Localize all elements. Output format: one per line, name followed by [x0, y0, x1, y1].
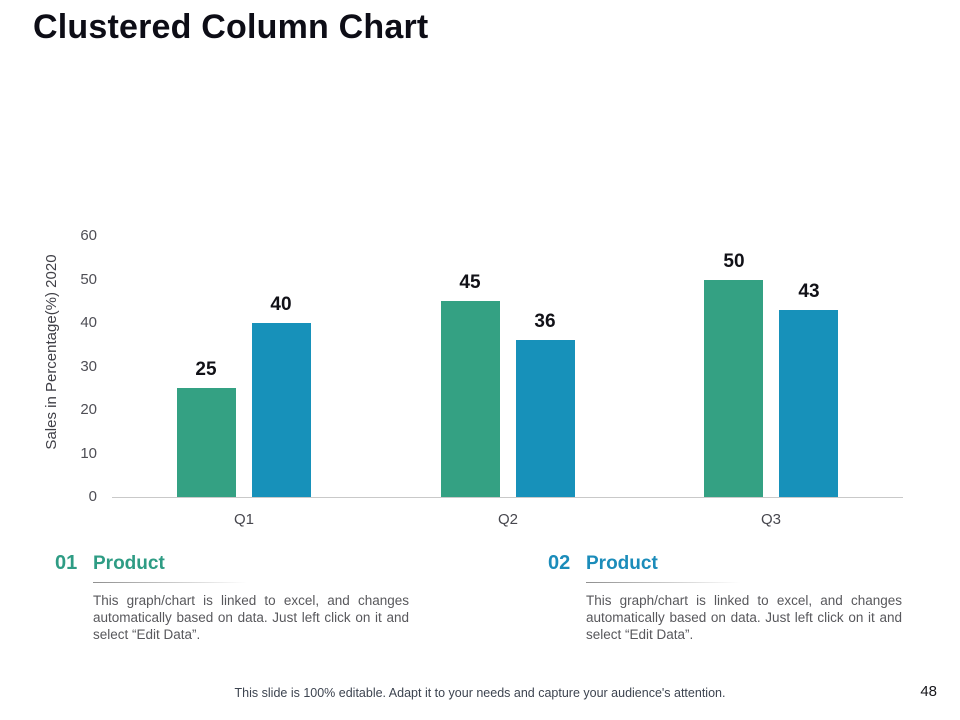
section-number: 01: [55, 552, 78, 574]
y-tick-label: 10: [80, 444, 97, 462]
bar-value-label: 25: [195, 359, 217, 380]
footer-note: This slide is 100% editable. Adapt it to…: [234, 686, 726, 700]
bar-value-label: 43: [798, 281, 820, 302]
x-category-label: Q3: [760, 511, 781, 528]
section-divider: [93, 582, 247, 583]
bar-value-label: 45: [459, 272, 481, 293]
page-title: Clustered Column Chart: [33, 8, 429, 46]
section-number: 02: [548, 552, 571, 574]
x-axis-line: [112, 497, 903, 498]
y-tick-label: 0: [88, 488, 97, 505]
x-category-label: Q2: [497, 511, 518, 528]
section-heading: Product: [586, 553, 658, 574]
bar-value-label: 50: [723, 251, 745, 272]
y-tick-label: 50: [80, 270, 97, 288]
section-divider: [586, 582, 740, 583]
clustered-column-chart[interactable]: Sales in Percentage(%) 2020 0 10 20 30 40 50 60…: [0, 0, 960, 545]
y-tick-label: 30: [80, 357, 97, 375]
section-body-text: This graph/chart is linked to excel, and…: [93, 593, 409, 642]
bar-product-02-q2: [516, 340, 575, 497]
section-product-01: 01 Product This graph/chart is linked to…: [55, 552, 415, 643]
x-category-label: Q1: [233, 511, 254, 528]
page-number: 48: [920, 683, 937, 700]
y-tick-label: 60: [80, 227, 97, 244]
bar-product-02-q1: [252, 323, 311, 497]
bar-value-label: 40: [270, 294, 292, 315]
bar-value-label: 36: [534, 311, 556, 332]
section-product-02: 02 Product This graph/chart is linked to…: [548, 552, 908, 643]
bar-product-01-q2: [441, 301, 500, 497]
bar-product-02-q3: [779, 310, 838, 497]
bar-product-01-q3: [704, 280, 763, 497]
section-body-text: This graph/chart is linked to excel, and…: [586, 593, 902, 642]
section-heading: Product: [93, 553, 165, 574]
bar-product-01-q1: [177, 388, 236, 497]
y-tick-label: 40: [80, 314, 97, 331]
y-tick-label: 20: [80, 401, 97, 418]
